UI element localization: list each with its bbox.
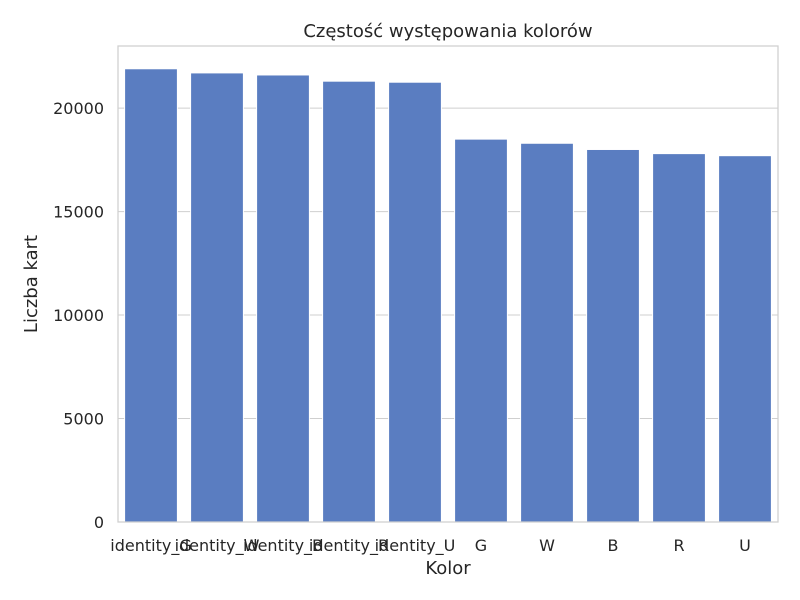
x-tick-labels: identity_Gidentity_Widentity_Bidentity_R…	[110, 536, 751, 556]
bar	[718, 155, 772, 523]
bar	[124, 68, 178, 523]
x-tick-label: W	[539, 536, 555, 555]
x-tick-label: G	[475, 536, 487, 555]
x-tick-label: identity_G	[110, 536, 191, 556]
x-tick-label: identity_B	[243, 536, 323, 556]
x-tick-label: U	[739, 536, 751, 555]
x-tick-label: identity_W	[175, 536, 260, 556]
x-tick-label: identity_U	[375, 536, 456, 556]
bar	[388, 81, 442, 523]
y-tick-label: 0	[94, 513, 104, 532]
y-axis-label: Liczba kart	[21, 235, 42, 333]
bar	[520, 142, 574, 523]
x-axis-label: Kolor	[425, 558, 471, 579]
x-tick-label: R	[673, 536, 684, 555]
bar	[586, 148, 640, 523]
bar	[454, 138, 508, 523]
y-tick-label: 5000	[63, 410, 104, 429]
bar	[256, 74, 310, 523]
bar	[322, 80, 376, 523]
bar	[190, 72, 244, 523]
chart-title: Częstość występowania kolorów	[303, 21, 592, 42]
bars	[124, 68, 772, 523]
y-tick-label: 20000	[53, 99, 104, 118]
y-tick-labels: 0 5000 10000 15000 20000	[53, 99, 104, 532]
y-tick-label: 10000	[53, 306, 104, 325]
x-tick-label: identity_R	[309, 536, 389, 556]
x-tick-label: B	[608, 536, 619, 555]
bar	[652, 153, 706, 523]
y-tick-label: 15000	[53, 203, 104, 222]
plot-frame	[117, 45, 779, 523]
